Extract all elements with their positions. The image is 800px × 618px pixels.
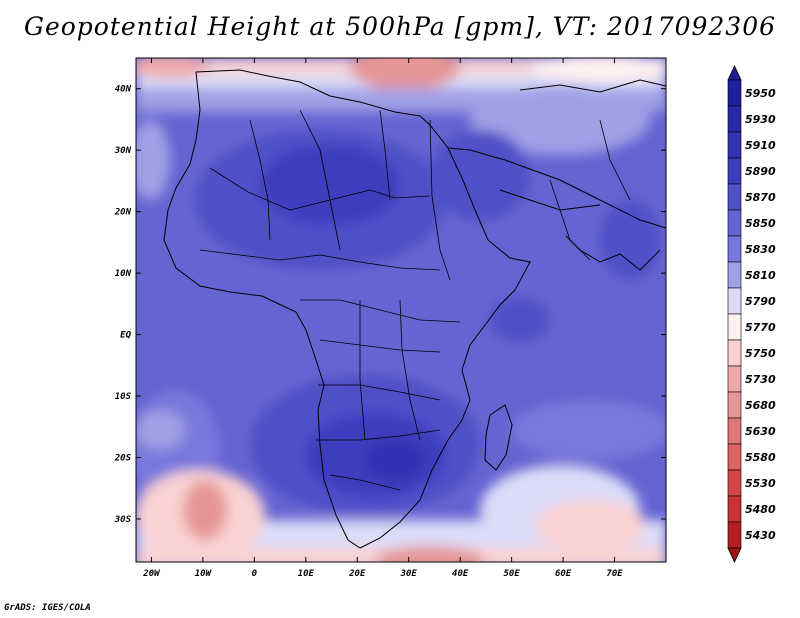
x-tick-label: 30E	[400, 569, 418, 579]
colorbar-label: 5790	[745, 295, 776, 308]
colorbar-swatch	[727, 209, 742, 237]
colorbar: 5950 5930 5910 5890 5870 5850 5830 5810 5790 5770…	[727, 65, 776, 563]
y-tick-label: EQ	[120, 331, 131, 341]
y-tick-label: 20N	[114, 208, 132, 218]
colorbar-swatch	[727, 391, 742, 419]
colorbar-swatch	[727, 469, 742, 497]
grads-credit: GrADS: IGES/COLA	[4, 603, 91, 613]
colorbar-swatch	[727, 235, 742, 263]
colorbar-label: 5630	[745, 425, 776, 438]
colorbar-swatch	[727, 339, 742, 367]
colorbar-swatch	[727, 105, 742, 133]
colorbar-label: 5850	[745, 217, 776, 230]
y-tick-label: 30S	[114, 515, 132, 525]
colorbar-label: 5950	[745, 87, 776, 100]
x-tick-label: 0	[252, 569, 258, 579]
colorbar-swatch	[727, 131, 742, 159]
colorbar-label: 5890	[745, 165, 776, 178]
colorbar-swatch	[727, 157, 742, 185]
x-tick-label: 50E	[503, 569, 520, 579]
x-tick-label: 20E	[348, 569, 366, 579]
y-tick-label: 30N	[114, 146, 132, 156]
y-axis-ticks: 40N 30N 20N 10N EQ 10S 20S 30S	[114, 85, 666, 525]
colorbar-label: 5830	[745, 243, 776, 256]
x-tick-label: 10E	[298, 569, 315, 579]
colorbar-swatch	[727, 79, 742, 107]
y-tick-label: 10S	[115, 392, 132, 402]
colorbar-swatch	[727, 417, 742, 445]
colorbar-label: 5730	[745, 373, 776, 386]
x-tick-label: 70E	[606, 569, 623, 579]
x-tick-label: 60E	[555, 569, 572, 579]
colorbar-label: 5770	[745, 321, 776, 334]
colorbar-swatch	[727, 183, 742, 211]
colorbar-label: 5430	[745, 529, 776, 542]
height-field	[136, 58, 666, 562]
colorbar-label: 5930	[745, 113, 776, 126]
colorbar-label: 5480	[745, 503, 776, 516]
colorbar-swatch	[727, 495, 742, 523]
colorbar-label: 5750	[745, 347, 776, 360]
x-tick-label: 10W	[195, 569, 213, 579]
colorbar-label: 5530	[745, 477, 776, 490]
country-borders	[199, 109, 631, 491]
y-tick-label: 10N	[115, 269, 132, 279]
coastlines	[163, 69, 666, 549]
colorbar-swatch	[727, 365, 742, 393]
y-tick-label: 40N	[115, 85, 132, 95]
colorbar-swatch	[727, 443, 742, 471]
colorbar-swatch	[727, 261, 742, 289]
colorbar-label: 5910	[745, 139, 776, 152]
x-axis-ticks: 20W 10W 0 10E 20E 30E 40E 50E 60E 70E	[142, 58, 623, 579]
y-tick-label: 20S	[114, 454, 132, 464]
colorbar-swatch	[727, 313, 742, 341]
colorbar-top-arrow	[727, 65, 742, 81]
colorbar-bottom-arrow	[727, 547, 742, 563]
colorbar-swatch	[727, 521, 742, 549]
x-tick-label: 20W	[142, 569, 161, 579]
colorbar-label: 5810	[745, 269, 776, 282]
map-title: Geopotential Height at 500hPa [gpm], VT:…	[23, 12, 777, 41]
colorbar-label: 5870	[745, 191, 776, 204]
x-tick-label: 40E	[452, 569, 469, 579]
colorbar-label: 5680	[745, 399, 776, 412]
colorbar-swatch	[727, 287, 742, 315]
map-frame	[135, 57, 667, 563]
colorbar-label: 5580	[745, 451, 776, 464]
